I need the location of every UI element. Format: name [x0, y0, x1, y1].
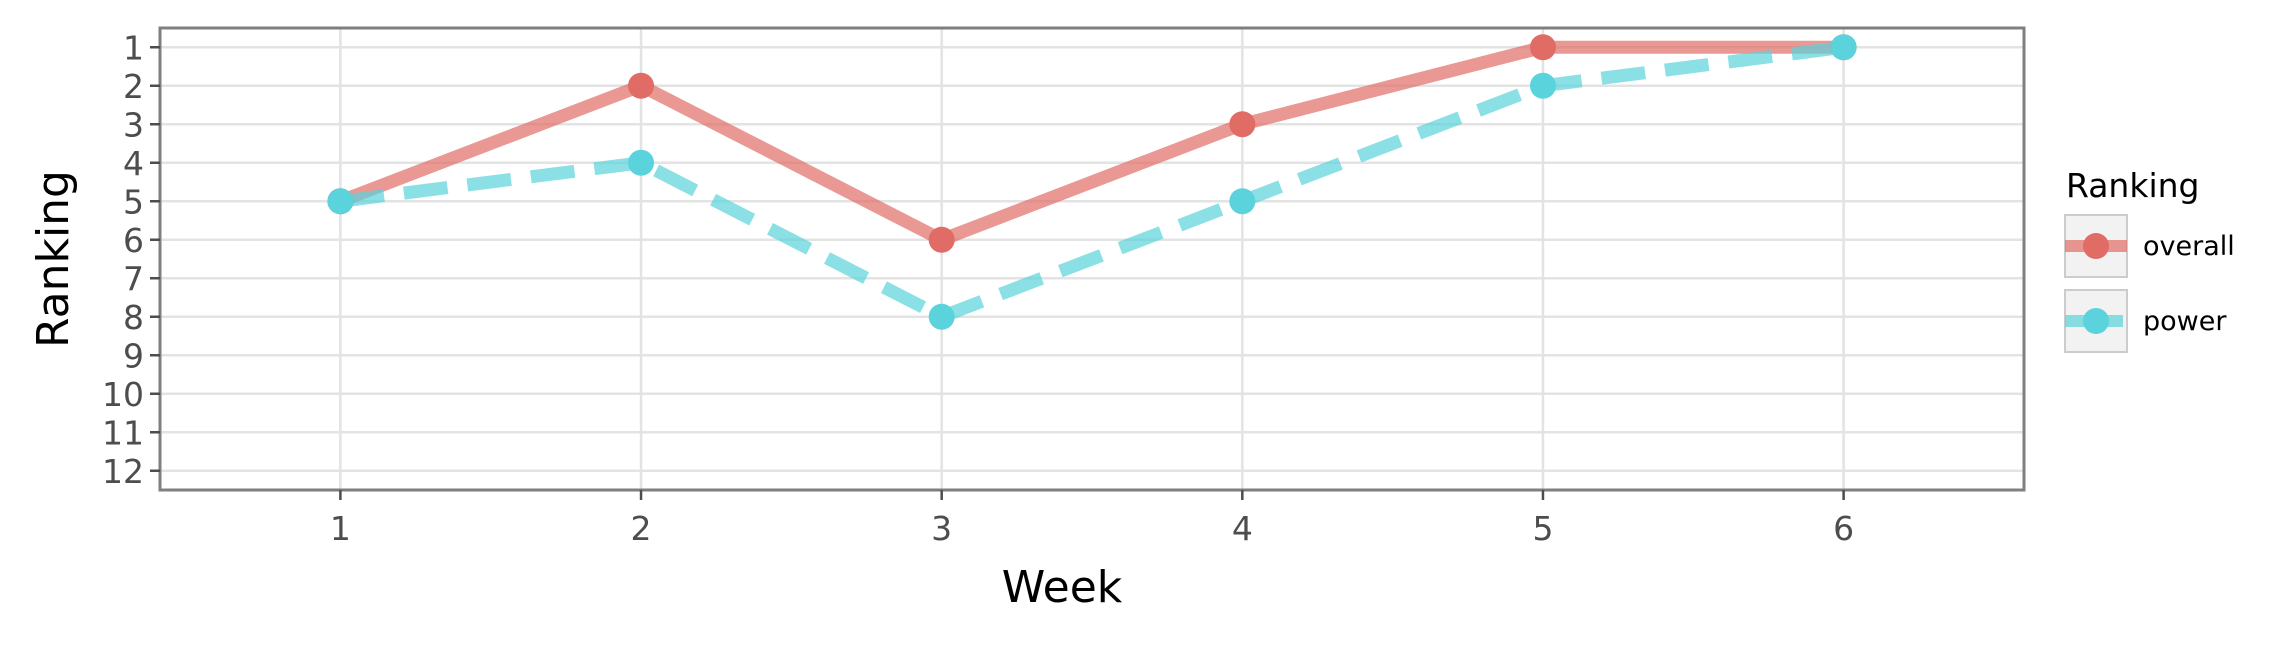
y-tick-label: 4 [123, 144, 144, 183]
power-data-point [1830, 34, 1857, 61]
overall-data-point [1229, 111, 1256, 138]
x-tick-label: 2 [631, 509, 652, 548]
x-tick-label: 1 [330, 509, 351, 548]
y-axis-title: Ranking [28, 170, 79, 348]
y-tick-label: 10 [102, 375, 144, 414]
overall-legend-label: overall [2143, 231, 2235, 262]
y-tick-label: 9 [123, 336, 144, 375]
y-tick-label: 6 [123, 221, 144, 260]
power-legend-label: power [2143, 306, 2227, 337]
overall-legend-point [2083, 233, 2109, 259]
power-data-point [628, 149, 655, 176]
power-data-point [327, 188, 354, 215]
power-data-point [1529, 72, 1556, 99]
plot-border [158, 26, 2026, 492]
overall-data-point [1529, 34, 1556, 61]
legend-title: Ranking [2066, 166, 2199, 205]
y-tick-label: 7 [123, 259, 144, 298]
y-tick-label: 1 [123, 28, 144, 67]
y-tick-label: 11 [102, 413, 144, 452]
overall-data-point [928, 226, 955, 253]
y-tick-label: 12 [102, 452, 144, 491]
y-tick-label: 3 [123, 105, 144, 144]
y-tick-label: 2 [123, 67, 144, 106]
x-tick-label: 3 [931, 509, 952, 548]
overall-series-line [338, 40, 1844, 247]
power-legend-point [2083, 308, 2109, 334]
series-lines [338, 40, 1845, 324]
grid-lines [160, 28, 2024, 490]
x-tick-label: 4 [1232, 509, 1253, 548]
legend: Ranking overall power [2064, 166, 2235, 353]
y-tick-label: 8 [123, 298, 144, 337]
y-tick-label: 5 [123, 182, 144, 221]
power-data-point [1229, 188, 1256, 215]
power-series-line [339, 40, 1845, 324]
power-data-point [928, 303, 955, 330]
x-tick-label: 6 [1833, 509, 1854, 548]
overall-data-point [628, 72, 655, 99]
x-tick-label: 5 [1532, 509, 1553, 548]
data-points [327, 34, 1857, 330]
x-axis-title: Week [1002, 562, 1123, 613]
